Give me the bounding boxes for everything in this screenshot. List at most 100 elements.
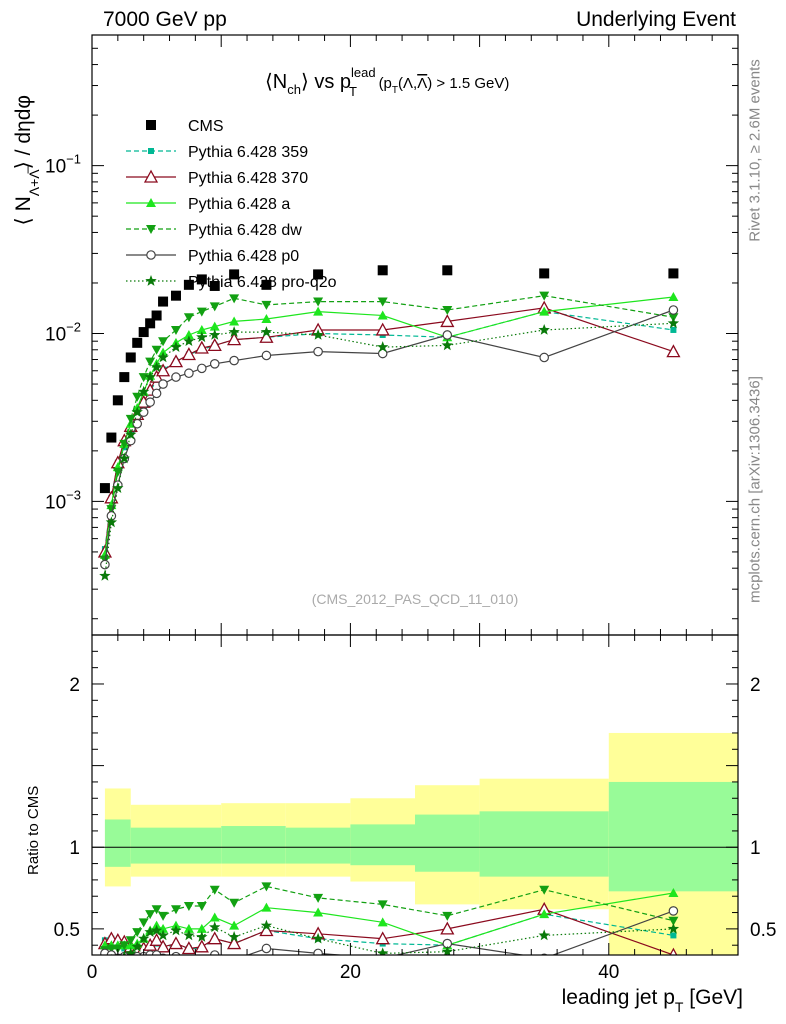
data-point [149, 932, 164, 946]
data-point [157, 351, 169, 363]
data-point [538, 324, 550, 335]
data-point [118, 950, 130, 955]
x-axis-label: leading jet pT [GeV] [562, 986, 743, 1015]
data-point [261, 279, 272, 290]
data-point [145, 910, 156, 920]
data-point [106, 432, 117, 443]
data-point [170, 341, 182, 352]
data-point [229, 355, 239, 366]
legend-label: Pythia 6.428 a [188, 196, 290, 213]
data-point [442, 265, 453, 276]
data-point [440, 921, 455, 935]
series-p359 [101, 308, 677, 553]
data-point [132, 951, 142, 955]
data-point [155, 939, 171, 953]
y-tick-label: 10−3 [45, 487, 81, 513]
legend-label: Pythia 6.428 359 [188, 144, 308, 161]
data-point [125, 352, 136, 363]
ratio-y-tick-label: 2 [69, 675, 80, 696]
data-point [144, 926, 156, 937]
data-point [151, 905, 162, 915]
data-point [377, 917, 388, 927]
series-line [104, 309, 674, 565]
data-point [158, 296, 169, 307]
data-point [99, 483, 110, 494]
legend-swatch-marker [148, 148, 154, 154]
data-point [209, 302, 220, 312]
data-point [209, 359, 220, 369]
ratio-tick-labels: 0.5 0.51 12 20 20 40 [54, 675, 777, 983]
data-point [150, 361, 163, 373]
series-line [104, 322, 674, 576]
data-point [667, 317, 680, 329]
data-point [209, 321, 220, 331]
legend-item: Pythia 6.428 p0 [126, 248, 299, 265]
data-point [131, 406, 143, 417]
data-point [539, 909, 550, 919]
data-point [194, 939, 209, 953]
data-point [158, 911, 169, 921]
data-point [227, 332, 242, 346]
data-point [228, 931, 240, 942]
data-point [313, 893, 324, 903]
data-point [230, 956, 238, 964]
legend-swatch-marker [146, 225, 156, 234]
data-point [106, 944, 117, 954]
data-point [209, 912, 220, 922]
data-point [313, 907, 324, 917]
band-inner [350, 824, 415, 866]
data-point [138, 407, 149, 417]
data-point [138, 327, 149, 338]
data-point [132, 928, 143, 938]
ratio-y-tick-label: 1 [69, 838, 80, 859]
data-point [196, 324, 207, 334]
data-point [668, 292, 679, 302]
data-point [194, 340, 209, 354]
data-point [668, 906, 679, 916]
band-inner [130, 827, 222, 864]
x-tick-label: 0 [87, 962, 98, 983]
header-beam-label: 7000 GeV pp [103, 8, 227, 31]
data-point [119, 372, 130, 383]
data-point [259, 329, 274, 343]
data-point [168, 936, 184, 950]
analysis-watermark: (CMS_2012_PAS_QCD_11_010) [312, 591, 519, 607]
legend-swatch-marker [146, 250, 156, 260]
data-point [539, 268, 550, 279]
data-point [144, 371, 156, 382]
data-point [171, 372, 181, 382]
series-pq2o [99, 919, 680, 967]
data-point [207, 338, 222, 352]
data-point [112, 482, 124, 493]
data-point [375, 322, 390, 336]
header-observable-label: Underlying Event [576, 8, 736, 31]
data-point [170, 325, 181, 335]
data-point [260, 326, 273, 337]
ratio-panel-frame [91, 634, 739, 956]
data-point [229, 920, 240, 930]
data-point [539, 306, 550, 316]
legend-label: Pythia 6.428 pro-q2o [188, 274, 337, 291]
data-point [209, 921, 221, 933]
ratio-y-axis-label: Ratio to CMS [25, 786, 42, 875]
legend-label: Pythia 6.428 370 [188, 170, 308, 187]
band-inner [104, 819, 131, 867]
data-point [183, 329, 194, 339]
series-cms [99, 265, 679, 494]
data-point [170, 924, 182, 936]
data-point [227, 936, 242, 950]
legend-swatch-marker [143, 169, 159, 183]
band-inner [221, 826, 286, 864]
data-point [377, 310, 388, 320]
data-point [138, 932, 150, 944]
data-point [181, 941, 196, 955]
data-point [441, 945, 453, 955]
series-pq2o [99, 317, 680, 581]
band-inner [608, 781, 738, 892]
data-point [99, 956, 110, 967]
data-point [442, 330, 453, 340]
y-tick-label: 10−2 [45, 320, 81, 346]
data-point [183, 313, 194, 323]
data-point [196, 274, 207, 285]
